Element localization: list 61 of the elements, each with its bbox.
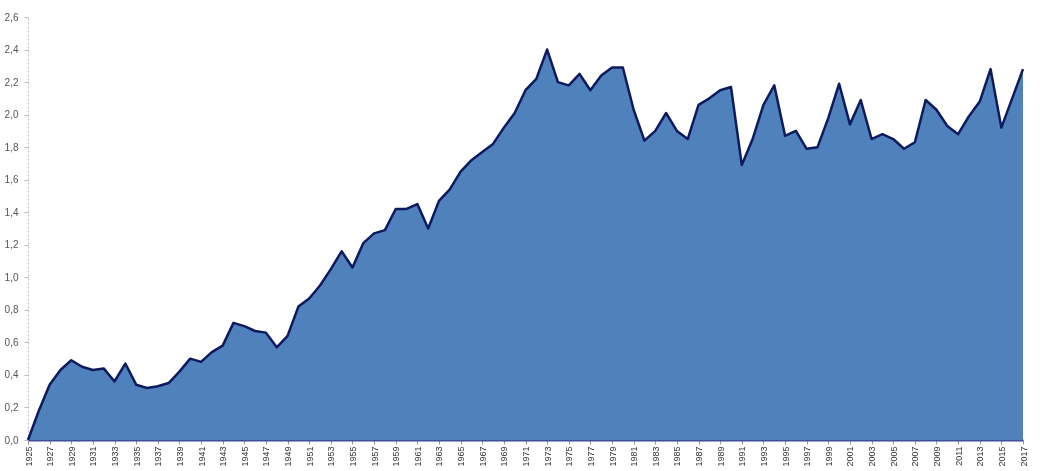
x-tick-label: 1979 [607, 446, 618, 467]
x-tick-label: 1931 [88, 446, 99, 467]
x-tick-label: 2013 [975, 446, 986, 467]
x-tick-label: 1997 [802, 446, 813, 467]
y-tick-label: 0,8 [4, 304, 19, 316]
x-tick-label: 1969 [499, 446, 510, 467]
x-tick-label: 2005 [888, 446, 899, 467]
y-tick-label: 0,0 [4, 434, 19, 446]
x-tick-label: 1971 [521, 446, 531, 467]
x-tick-label: 1943 [218, 446, 229, 467]
y-tick-label: 0,6 [4, 336, 19, 348]
x-tick-label: 1955 [347, 446, 358, 467]
x-tick-label: 1959 [391, 446, 402, 467]
y-tick-label: 2,0 [4, 109, 19, 121]
x-tick-label: 1935 [131, 446, 142, 467]
x-tick-label: 1987 [694, 446, 705, 467]
x-tick-label: 1967 [477, 446, 488, 467]
x-tick-label: 2015 [996, 446, 1007, 467]
x-tick-label: 1933 [110, 446, 121, 467]
x-tick-label: 2017 [1018, 446, 1029, 467]
x-tick-label: 2007 [910, 446, 921, 467]
y-tick-label: 1,8 [4, 141, 19, 153]
x-tick-label: 1957 [369, 446, 380, 467]
y-tick-label: 1,0 [4, 271, 19, 283]
x-tick-label: 1993 [758, 446, 769, 467]
x-tick-label: 1963 [434, 446, 445, 467]
x-tick-label: 1947 [261, 446, 272, 467]
x-tick-label: 1991 [737, 446, 748, 467]
y-tick-label: 1,4 [4, 206, 19, 218]
x-tick-label: 1981 [629, 446, 640, 467]
x-tick-label: 1937 [153, 446, 164, 467]
x-tick-label: 1939 [174, 446, 185, 467]
x-tick-label: 1983 [650, 446, 661, 467]
x-tick-label: 2009 [931, 446, 942, 467]
x-tick-label: 1925 [23, 446, 34, 467]
x-tick-label: 1977 [585, 446, 596, 467]
x-tick-label: 1999 [823, 446, 834, 467]
x-tick-label: 2003 [867, 446, 878, 467]
x-tick-label: 1973 [542, 446, 553, 467]
y-tick-label: 0,4 [4, 369, 19, 381]
x-tick-label: 1927 [45, 446, 56, 467]
x-tick-label: 1929 [66, 446, 77, 467]
y-tick-label: 0,2 [4, 401, 19, 413]
x-tick-label: 2001 [845, 446, 856, 467]
y-tick-label: 1,6 [4, 174, 19, 186]
x-tick-label: 1953 [326, 446, 337, 467]
x-tick-label: 1945 [239, 446, 250, 467]
x-tick-label: 1951 [304, 446, 315, 467]
x-tick-label: 1961 [412, 446, 423, 467]
x-tick-label: 1995 [780, 446, 791, 467]
x-tick-label: 1985 [672, 446, 683, 467]
x-tick-label: 1965 [456, 446, 467, 467]
y-tick-label: 2,2 [4, 76, 19, 88]
x-tick-label: 2011 [953, 446, 964, 466]
x-tick-label: 1941 [196, 446, 207, 467]
y-tick-label: 2,6 [4, 11, 19, 23]
y-tick-label: 1,2 [4, 239, 19, 251]
y-tick-label: 2,4 [4, 44, 19, 56]
x-tick-label: 1975 [564, 446, 575, 467]
x-tick-label: 1989 [715, 446, 726, 467]
x-tick-label: 1949 [283, 446, 294, 467]
